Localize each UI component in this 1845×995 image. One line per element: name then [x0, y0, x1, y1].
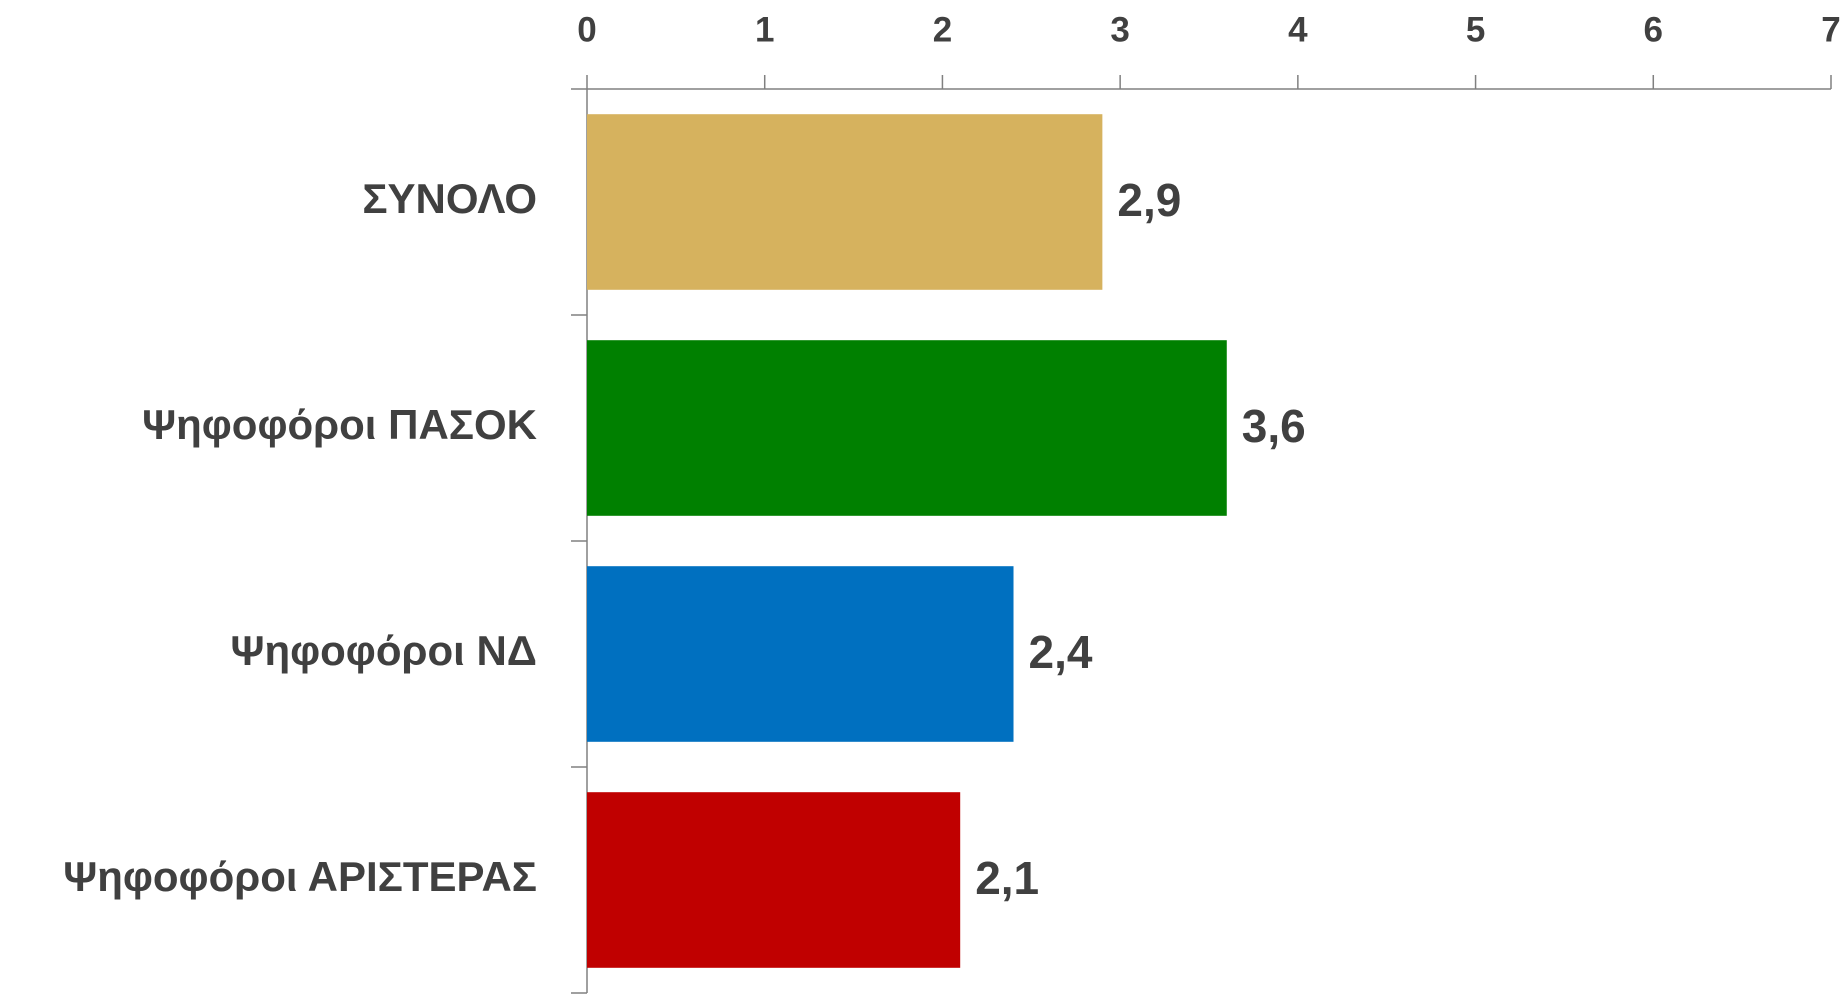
- bar: [587, 792, 961, 968]
- x-tick-label: 6: [1644, 10, 1663, 49]
- category-label: ΣΥΝΟΛΟ: [362, 175, 537, 222]
- x-tick-label: 4: [1288, 10, 1308, 49]
- value-label: 2,4: [1029, 626, 1093, 678]
- x-tick-label: 3: [1110, 10, 1129, 49]
- value-label: 3,6: [1242, 400, 1306, 452]
- x-tick-label: 7: [1821, 10, 1840, 49]
- category-label: Ψηφοφόροι ΠΑΣΟΚ: [142, 401, 537, 448]
- value-label: 2,9: [1117, 174, 1181, 226]
- x-tick-label: 2: [933, 10, 952, 49]
- bar: [587, 114, 1103, 290]
- bar: [587, 566, 1014, 742]
- category-label: Ψηφοφόροι ΝΔ: [230, 627, 537, 674]
- x-tick-label: 0: [577, 10, 596, 49]
- x-tick-label: 1: [755, 10, 774, 49]
- x-tick-label: 5: [1466, 10, 1485, 49]
- bar: [587, 340, 1227, 516]
- value-label: 2,1: [975, 852, 1039, 904]
- category-label: Ψηφοφόροι ΑΡΙΣΤΕΡΑΣ: [63, 853, 537, 900]
